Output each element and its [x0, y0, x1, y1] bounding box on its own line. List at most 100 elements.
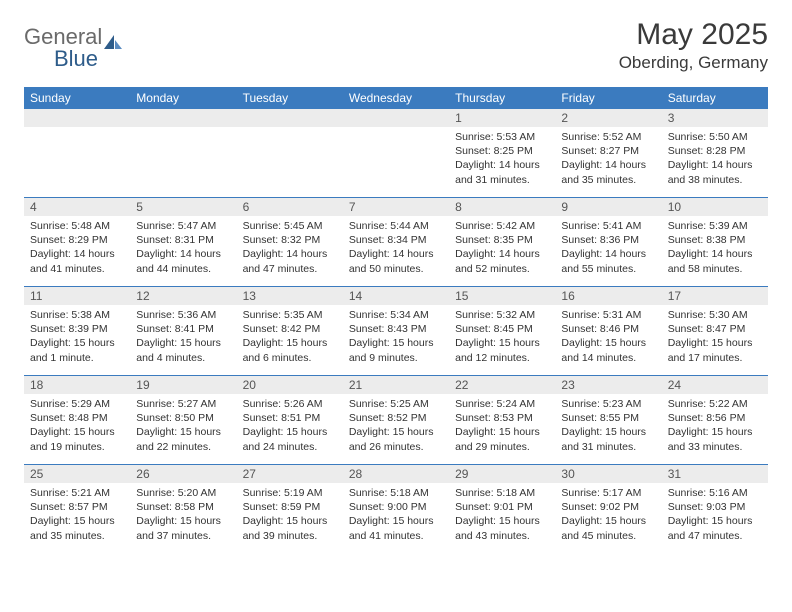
sunrise-text: Sunrise: 5:52 AM [561, 130, 655, 144]
sunset-text: Sunset: 8:28 PM [668, 144, 762, 158]
day-number: 3 [662, 109, 768, 127]
day-cell-6: 6Sunrise: 5:45 AMSunset: 8:32 PMDaylight… [237, 198, 343, 286]
sunset-text: Sunset: 8:50 PM [136, 411, 230, 425]
day-details: Sunrise: 5:20 AMSunset: 8:58 PMDaylight:… [130, 483, 236, 549]
sunrise-text: Sunrise: 5:17 AM [561, 486, 655, 500]
logo: GeneralBlue [24, 18, 125, 72]
day-number [24, 109, 130, 127]
day-number: 26 [130, 465, 236, 483]
day-cell-1: 1Sunrise: 5:53 AMSunset: 8:25 PMDaylight… [449, 109, 555, 197]
sunrise-text: Sunrise: 5:27 AM [136, 397, 230, 411]
day-details: Sunrise: 5:35 AMSunset: 8:42 PMDaylight:… [237, 305, 343, 371]
week-row: 11Sunrise: 5:38 AMSunset: 8:39 PMDayligh… [24, 287, 768, 376]
sunrise-text: Sunrise: 5:39 AM [668, 219, 762, 233]
day-cell-8: 8Sunrise: 5:42 AMSunset: 8:35 PMDaylight… [449, 198, 555, 286]
day-number: 7 [343, 198, 449, 216]
daylight-text: Daylight: 14 hours and 50 minutes. [349, 247, 443, 275]
day-details: Sunrise: 5:50 AMSunset: 8:28 PMDaylight:… [662, 127, 768, 193]
day-cell-16: 16Sunrise: 5:31 AMSunset: 8:46 PMDayligh… [555, 287, 661, 375]
day-cell-20: 20Sunrise: 5:26 AMSunset: 8:51 PMDayligh… [237, 376, 343, 464]
day-header-monday: Monday [130, 87, 236, 109]
sunrise-text: Sunrise: 5:50 AM [668, 130, 762, 144]
day-header-saturday: Saturday [662, 87, 768, 109]
day-number: 29 [449, 465, 555, 483]
sunrise-text: Sunrise: 5:45 AM [243, 219, 337, 233]
day-number: 10 [662, 198, 768, 216]
sunrise-text: Sunrise: 5:44 AM [349, 219, 443, 233]
day-details: Sunrise: 5:42 AMSunset: 8:35 PMDaylight:… [449, 216, 555, 282]
day-details: Sunrise: 5:18 AMSunset: 9:01 PMDaylight:… [449, 483, 555, 549]
daylight-text: Daylight: 14 hours and 35 minutes. [561, 158, 655, 186]
day-details: Sunrise: 5:30 AMSunset: 8:47 PMDaylight:… [662, 305, 768, 371]
day-details: Sunrise: 5:22 AMSunset: 8:56 PMDaylight:… [662, 394, 768, 460]
sunrise-text: Sunrise: 5:38 AM [30, 308, 124, 322]
sunset-text: Sunset: 8:57 PM [30, 500, 124, 514]
day-header-sunday: Sunday [24, 87, 130, 109]
day-details: Sunrise: 5:25 AMSunset: 8:52 PMDaylight:… [343, 394, 449, 460]
day-number [343, 109, 449, 127]
day-cell-2: 2Sunrise: 5:52 AMSunset: 8:27 PMDaylight… [555, 109, 661, 197]
day-details: Sunrise: 5:32 AMSunset: 8:45 PMDaylight:… [449, 305, 555, 371]
daylight-text: Daylight: 14 hours and 58 minutes. [668, 247, 762, 275]
sunset-text: Sunset: 8:47 PM [668, 322, 762, 336]
day-details: Sunrise: 5:53 AMSunset: 8:25 PMDaylight:… [449, 127, 555, 193]
day-details: Sunrise: 5:21 AMSunset: 8:57 PMDaylight:… [24, 483, 130, 549]
day-details: Sunrise: 5:19 AMSunset: 8:59 PMDaylight:… [237, 483, 343, 549]
sunset-text: Sunset: 8:46 PM [561, 322, 655, 336]
sunrise-text: Sunrise: 5:18 AM [349, 486, 443, 500]
daylight-text: Daylight: 15 hours and 19 minutes. [30, 425, 124, 453]
day-details: Sunrise: 5:26 AMSunset: 8:51 PMDaylight:… [237, 394, 343, 460]
daylight-text: Daylight: 14 hours and 31 minutes. [455, 158, 549, 186]
day-details: Sunrise: 5:31 AMSunset: 8:46 PMDaylight:… [555, 305, 661, 371]
sunset-text: Sunset: 8:48 PM [30, 411, 124, 425]
sunset-text: Sunset: 8:43 PM [349, 322, 443, 336]
day-cell-27: 27Sunrise: 5:19 AMSunset: 8:59 PMDayligh… [237, 465, 343, 553]
day-number: 31 [662, 465, 768, 483]
day-header-friday: Friday [555, 87, 661, 109]
day-number: 25 [24, 465, 130, 483]
day-details: Sunrise: 5:41 AMSunset: 8:36 PMDaylight:… [555, 216, 661, 282]
sunrise-text: Sunrise: 5:18 AM [455, 486, 549, 500]
day-header-wednesday: Wednesday [343, 87, 449, 109]
daylight-text: Daylight: 15 hours and 31 minutes. [561, 425, 655, 453]
sunset-text: Sunset: 9:00 PM [349, 500, 443, 514]
sunrise-text: Sunrise: 5:20 AM [136, 486, 230, 500]
daylight-text: Daylight: 15 hours and 35 minutes. [30, 514, 124, 542]
day-header-thursday: Thursday [449, 87, 555, 109]
day-cell-7: 7Sunrise: 5:44 AMSunset: 8:34 PMDaylight… [343, 198, 449, 286]
sunset-text: Sunset: 8:41 PM [136, 322, 230, 336]
sunset-text: Sunset: 8:27 PM [561, 144, 655, 158]
sunrise-text: Sunrise: 5:31 AM [561, 308, 655, 322]
sunset-text: Sunset: 8:31 PM [136, 233, 230, 247]
sunset-text: Sunset: 9:01 PM [455, 500, 549, 514]
daylight-text: Daylight: 15 hours and 39 minutes. [243, 514, 337, 542]
day-number [237, 109, 343, 127]
day-number: 30 [555, 465, 661, 483]
day-details: Sunrise: 5:52 AMSunset: 8:27 PMDaylight:… [555, 127, 661, 193]
daylight-text: Daylight: 15 hours and 29 minutes. [455, 425, 549, 453]
daylight-text: Daylight: 14 hours and 55 minutes. [561, 247, 655, 275]
sunset-text: Sunset: 8:38 PM [668, 233, 762, 247]
sunrise-text: Sunrise: 5:23 AM [561, 397, 655, 411]
daylight-text: Daylight: 15 hours and 41 minutes. [349, 514, 443, 542]
daylight-text: Daylight: 15 hours and 33 minutes. [668, 425, 762, 453]
day-cell-empty [130, 109, 236, 197]
sunrise-text: Sunrise: 5:16 AM [668, 486, 762, 500]
day-number: 6 [237, 198, 343, 216]
day-details: Sunrise: 5:44 AMSunset: 8:34 PMDaylight:… [343, 216, 449, 282]
day-details: Sunrise: 5:34 AMSunset: 8:43 PMDaylight:… [343, 305, 449, 371]
day-details: Sunrise: 5:45 AMSunset: 8:32 PMDaylight:… [237, 216, 343, 282]
sunrise-text: Sunrise: 5:19 AM [243, 486, 337, 500]
day-number: 9 [555, 198, 661, 216]
day-cell-9: 9Sunrise: 5:41 AMSunset: 8:36 PMDaylight… [555, 198, 661, 286]
day-cell-19: 19Sunrise: 5:27 AMSunset: 8:50 PMDayligh… [130, 376, 236, 464]
day-cell-10: 10 Sunrise: 5:39 AMSunset: 8:38 PMDayligh… [662, 198, 768, 286]
sunrise-text: Sunrise: 5:53 AM [455, 130, 549, 144]
day-number: 16 [555, 287, 661, 305]
day-details: Sunrise: 5:38 AMSunset: 8:39 PMDaylight:… [24, 305, 130, 371]
week-row: 25Sunrise: 5:21 AMSunset: 8:57 PMDayligh… [24, 465, 768, 553]
day-number: 23 [555, 376, 661, 394]
week-row: 18Sunrise: 5:29 AMSunset: 8:48 PMDayligh… [24, 376, 768, 465]
sunrise-text: Sunrise: 5:25 AM [349, 397, 443, 411]
day-cell-26: 26Sunrise: 5:20 AMSunset: 8:58 PMDayligh… [130, 465, 236, 553]
